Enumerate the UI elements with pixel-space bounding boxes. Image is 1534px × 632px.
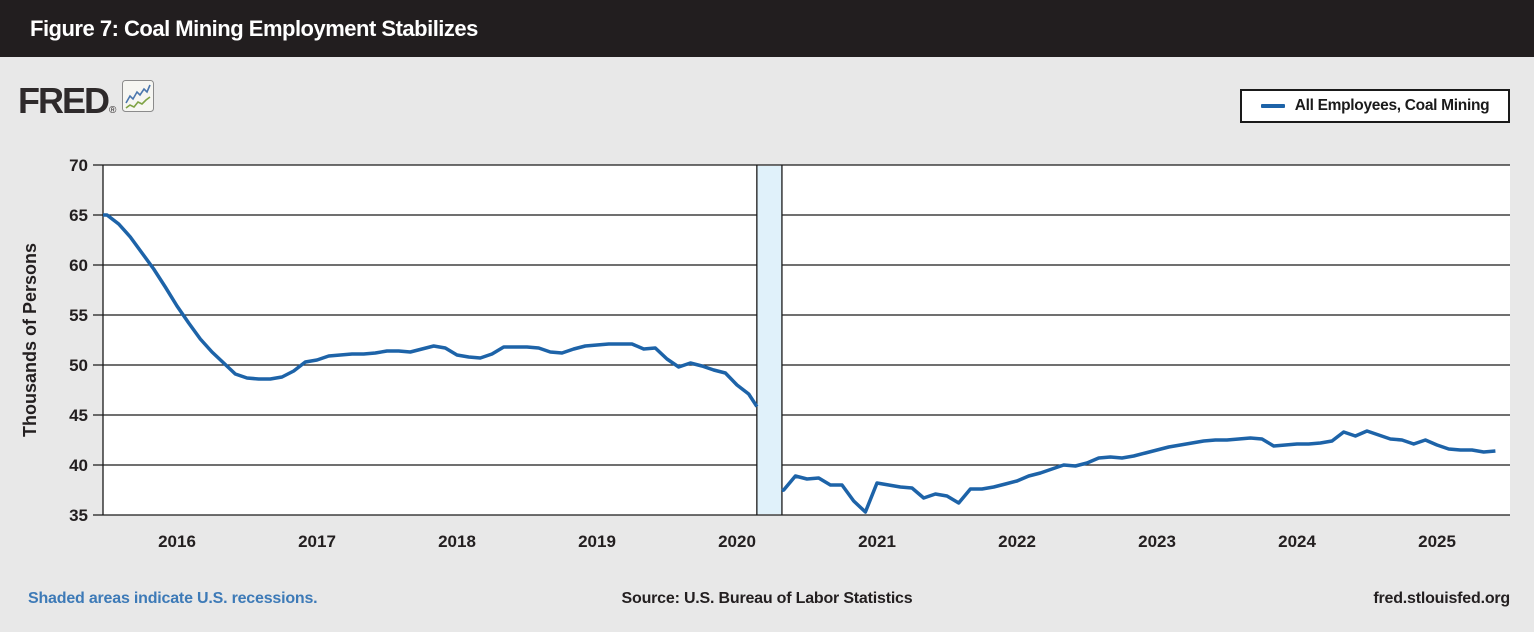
y-axis-title: Thousands of Persons — [20, 243, 40, 437]
y-tick-label: 60 — [69, 256, 88, 275]
recession-note-link[interactable]: Shaded areas indicate U.S. recessions. — [28, 590, 318, 607]
y-tick-label: 40 — [69, 456, 88, 475]
x-tick-label: 2020 — [718, 532, 756, 551]
fred-logo-text: FRED — [18, 80, 110, 122]
data-line — [103, 213, 759, 408]
y-tick-label: 45 — [69, 406, 88, 425]
x-tick-label: 2025 — [1418, 532, 1456, 551]
axis-label-layer: 35 40 45 50 55 60 65 70 2016 2017 2018 2019 2020 2021… — [20, 156, 1456, 551]
y-tick-label: 55 — [69, 306, 88, 325]
x-tick-label: 2021 — [858, 532, 896, 551]
y-tick-label: 70 — [69, 156, 88, 175]
legend-series-label: All Employees, Coal Mining — [1294, 97, 1490, 114]
registered-trademark: ® — [109, 105, 117, 116]
y-tick-label: 65 — [69, 206, 88, 225]
y-tick-label: 50 — [69, 356, 88, 375]
x-tick-label: 2017 — [298, 532, 336, 551]
x-tick-label: 2016 — [158, 532, 196, 551]
fred-sparkline-icon — [122, 80, 155, 117]
figure-title: Figure 7: Coal Mining Employment Stabili… — [30, 16, 478, 41]
recession-band-layer — [756, 165, 783, 515]
chart-legend: All Employees, Coal Mining — [1240, 89, 1510, 123]
fred-site-link[interactable]: fred.stlouisfed.org — [1373, 590, 1510, 607]
x-tick-label: 2022 — [998, 532, 1036, 551]
x-tick-label: 2023 — [1138, 532, 1176, 551]
plot-background-layer — [103, 165, 1510, 515]
x-tick-label: 2019 — [578, 532, 616, 551]
recession-band — [756, 166, 782, 514]
data-line-layer — [103, 213, 1496, 514]
plot-background — [103, 165, 1510, 515]
y-tick-label: 35 — [69, 506, 88, 525]
x-tick-label: 2018 — [438, 532, 476, 551]
gridline-layer — [93, 164, 1510, 516]
source-text: Source: U.S. Bureau of Labor Statistics — [621, 590, 913, 607]
data-line — [781, 429, 1496, 514]
x-tick-label: 2024 — [1278, 532, 1316, 551]
figure-title-bar: Figure 7: Coal Mining Employment Stabili… — [0, 0, 1534, 57]
legend-line-swatch — [1260, 104, 1285, 108]
fred-logo: FRED ® — [18, 80, 155, 122]
